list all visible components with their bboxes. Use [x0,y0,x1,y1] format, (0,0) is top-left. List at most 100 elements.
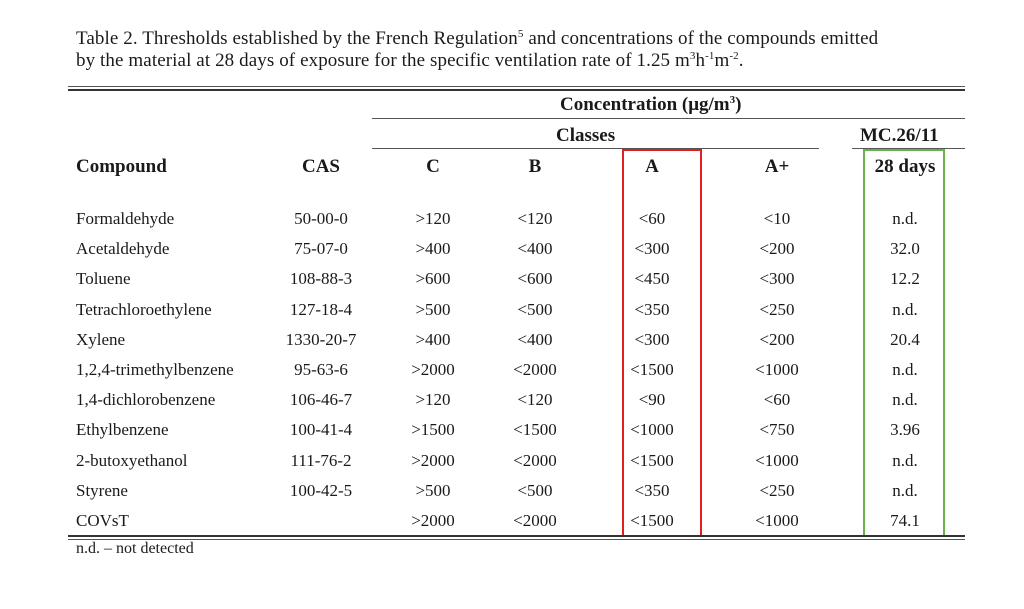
class-c-cell: >120 [415,209,451,228]
class-a-plus-header: A+ [764,156,790,177]
caption-text: Table 2. Thresholds established by the F… [76,28,518,49]
mc-rule [852,148,965,149]
class-b-header: B [528,156,542,177]
caption-sup: 3 [689,50,696,62]
mc-value-cell: n.d. [892,209,918,228]
class-a-cell: <1500 [630,450,674,470]
class-a-cell: <450 [634,269,670,289]
class-a-cell: <350 [634,299,670,319]
class-a-highlight-box [622,149,702,537]
class-a-cell: <1000 [630,420,674,440]
classes-header: Classes [556,125,616,146]
mc-value-cell: n.d. [892,480,918,500]
class-a-plus-cell: <250 [759,299,795,319]
class-b-cell: <400 [517,239,553,259]
cas-cell: 106-46-7 [289,390,353,410]
class-b-cell: <120 [517,390,553,410]
class-a-plus-cell: <250 [759,480,795,500]
caption-line-2: by the material at 28 days of exposure f… [76,50,976,72]
class-a-cell: <300 [634,239,670,259]
class-c-cell: >500 [415,299,451,319]
class-a-cell: <300 [634,329,670,349]
caption-text: . [738,50,744,71]
mc-value-cell: n.d. [892,360,918,379]
class-a-plus-cell: <300 [759,269,795,289]
concentration-rule [372,118,965,119]
class-b-cell: <500 [517,299,553,319]
compound-header: Compound [76,156,167,177]
top-rule-2 [68,89,965,91]
cas-cell: 100-41-4 [289,420,353,440]
compound-cell: Acetaldehyde [76,239,170,259]
mc-header: MC.26/11 [860,125,939,146]
class-c-cell: >1500 [411,420,455,440]
class-a-plus-cell: <200 [759,239,795,259]
table-caption: Table 2. Thresholds established by the F… [76,28,976,72]
footnote: n.d. – not detected [76,540,194,557]
compound-cell: Formaldehyde [76,209,175,228]
class-a-plus-cell: <1000 [755,360,799,379]
class-b-cell: <600 [517,269,553,289]
cas-cell: 50-00-0 [294,209,348,228]
top-rule [68,86,965,87]
class-c-cell: >500 [415,480,451,500]
compound-cell: COVsT [76,511,129,530]
caption-text: h [695,50,706,71]
cas-cell: 127-18-4 [289,299,353,319]
class-b-cell: <400 [517,329,553,349]
cas-cell: 111-76-2 [290,450,352,470]
class-b-cell: <120 [517,209,553,228]
caption-text: and concentrations of the compounds emit… [523,28,879,49]
class-a-plus-cell: <1000 [755,511,799,530]
class-c-cell: >400 [415,329,451,349]
caption-text: m [714,50,730,71]
days-header: 28 days [874,156,936,177]
mc-value-cell: 3.96 [890,420,920,440]
class-a-cell: <1500 [630,511,674,530]
mc-value-cell: 20.4 [890,329,920,349]
mc-value-cell: n.d. [892,390,918,410]
class-a-header: A [645,156,659,177]
cas-cell: 1330-20-7 [285,329,357,349]
mc-value-cell: 12.2 [890,269,920,289]
compound-cell: Styrene [76,480,128,500]
classes-rule [372,148,819,149]
class-b-cell: <2000 [513,511,557,530]
bottom-rule-2 [68,539,965,540]
class-a-plus-cell: <200 [759,329,795,349]
class-b-cell: <1500 [513,420,557,440]
class-a-cell: <90 [638,390,666,410]
class-a-plus-cell: <60 [763,390,791,410]
class-c-cell: >2000 [411,511,455,530]
class-a-cell: <350 [634,480,670,500]
mc-highlight-box [863,149,945,537]
mc-value-cell: 32.0 [890,239,920,259]
mc-value-cell: 74.1 [890,511,920,530]
bottom-rule [68,535,965,537]
caption-sup: -2 [729,50,739,62]
class-a-cell: <1500 [630,360,674,379]
mc-value-cell: n.d. [892,450,918,470]
compound-cell: Ethylbenzene [76,420,169,440]
caption-text: by the material at 28 days of exposure f… [76,50,690,71]
caption-reference: 5 [517,28,524,40]
cas-cell: 100-42-5 [289,480,353,500]
class-c-cell: >400 [415,239,451,259]
class-b-cell: <2000 [513,360,557,379]
class-a-plus-cell: <10 [763,209,791,228]
class-c-cell: >120 [415,390,451,410]
compound-cell: Xylene [76,329,126,349]
class-b-cell: <500 [517,480,553,500]
compound-cell: 1,2,4-trimethylbenzene [76,360,234,379]
class-c-cell: >2000 [411,360,455,379]
class-c-header: C [426,156,440,177]
class-a-plus-cell: <750 [759,420,795,440]
compound-cell: Tetrachloroethylene [76,299,212,319]
class-c-cell: >2000 [411,450,455,470]
class-a-plus-cell: <1000 [755,450,799,470]
caption-line-1: Table 2. Thresholds established by the F… [76,28,976,50]
caption-sup: -1 [705,50,715,62]
class-b-cell: <2000 [513,450,557,470]
cas-header: CAS [301,156,340,177]
compound-cell: 1,4-dichlorobenzene [76,390,216,410]
